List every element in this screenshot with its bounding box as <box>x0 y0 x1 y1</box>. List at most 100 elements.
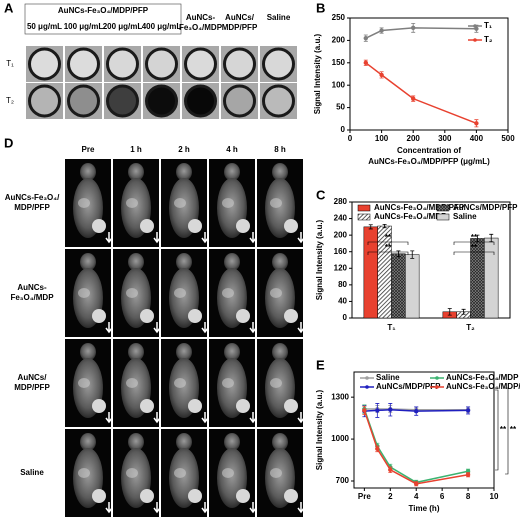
tumor <box>188 309 202 323</box>
data-point <box>363 35 368 41</box>
column-label: 400 μg/mL <box>142 22 182 31</box>
column-label: 2 h <box>178 145 190 154</box>
x-tick-label: 200 <box>407 134 421 143</box>
mouse-head <box>272 253 288 271</box>
mouse-head <box>128 433 144 451</box>
arrow <box>153 412 161 424</box>
tumor <box>140 399 154 413</box>
mri-tube <box>262 47 295 81</box>
mouse-head <box>128 253 144 271</box>
tumor <box>236 489 250 503</box>
error-bar <box>382 223 387 229</box>
data-point <box>379 72 384 78</box>
x-tick-label: 300 <box>438 134 452 143</box>
column-label: Saline <box>267 13 291 22</box>
y-tick-label: 0 <box>341 125 346 134</box>
tumor <box>284 309 298 323</box>
tumor <box>188 399 202 413</box>
mouse-head <box>224 343 240 361</box>
organ <box>174 288 186 298</box>
y-tick-label: 80 <box>338 280 347 289</box>
arrow <box>249 502 257 514</box>
y-tick-label: 160 <box>334 247 348 256</box>
legend-label: Saline <box>376 373 400 382</box>
organ <box>222 468 234 478</box>
arrow <box>297 502 305 514</box>
data-point <box>388 407 393 412</box>
arrow <box>201 232 209 244</box>
mri-tube <box>106 84 139 118</box>
tumor <box>140 219 154 233</box>
group-box <box>24 3 182 35</box>
series-line <box>365 62 477 124</box>
mri-tube <box>28 47 61 81</box>
column-label: 50 μg/mL <box>27 22 62 31</box>
panel-label: A <box>4 0 14 15</box>
bracket <box>367 251 409 255</box>
organ <box>78 378 90 388</box>
y-tick-label: 100 <box>332 80 346 89</box>
organ <box>222 198 234 208</box>
data-point <box>414 408 419 414</box>
column-label: 1 h <box>130 145 142 154</box>
mri-tube <box>106 47 139 81</box>
mouse-head <box>176 163 192 181</box>
bar <box>391 253 406 319</box>
legend-label: T₂ <box>484 35 493 44</box>
panel-label: B <box>316 0 325 15</box>
mouse-head <box>272 163 288 181</box>
y-tick-label: 280 <box>334 197 348 206</box>
x-tick-label: 100 <box>375 134 389 143</box>
error-bar <box>461 308 466 315</box>
y-tick-label: 0 <box>343 313 348 322</box>
bracket <box>453 251 495 255</box>
arrow <box>201 502 209 514</box>
mri-tube <box>262 84 295 118</box>
column-label: Fe₃O₄/MDP <box>179 23 223 32</box>
y-tick-label: 200 <box>332 36 346 45</box>
tumor <box>284 399 298 413</box>
legend-label: T₁ <box>484 21 493 30</box>
legend-label: AuNCs-Fe₃O₄/MDP/PFP <box>374 203 465 212</box>
group-header: AuNCs-Fe₃O₄/MDP/PFP <box>58 6 149 15</box>
x-tick-label: 2 <box>388 492 393 501</box>
mouse-head <box>80 163 96 181</box>
data-point <box>465 472 471 477</box>
y-tick-label: 240 <box>334 214 348 223</box>
bracket <box>495 389 499 471</box>
row-label: Saline <box>20 468 44 477</box>
organ <box>126 198 138 208</box>
arrow <box>153 502 161 514</box>
tumor <box>188 489 202 503</box>
data-point <box>375 408 380 413</box>
y-tick-label: 120 <box>334 263 348 272</box>
x-axis-label: Concentration of <box>397 146 461 155</box>
x-tick-label: 6 <box>440 492 445 501</box>
arrow <box>297 232 305 244</box>
column-label: MDP/PFP <box>222 23 258 32</box>
row-label: AuNCs/ <box>18 373 48 382</box>
bracket <box>367 241 409 245</box>
mri-tube <box>67 84 100 118</box>
legend-label: AuNCs/MDP/PFP <box>376 382 441 391</box>
tumor <box>92 309 106 323</box>
legend-marker <box>435 376 439 380</box>
x-tick-label: 500 <box>501 134 515 143</box>
organ <box>270 198 282 208</box>
arrow <box>105 232 113 244</box>
legend-marker <box>473 24 477 28</box>
error-bar <box>410 250 415 259</box>
legend-label: AuNCs-Fe₃O₄/MDP <box>374 212 447 221</box>
arrow <box>201 322 209 334</box>
significance: ** <box>385 243 392 252</box>
arrow <box>105 502 113 514</box>
data-point <box>465 408 471 413</box>
panel-label: E <box>316 357 325 372</box>
y-axis-label: Signal Intensity (a.u.) <box>313 33 322 114</box>
tumor <box>92 219 106 233</box>
y-tick-label: 150 <box>332 58 346 67</box>
mri-tube <box>28 84 61 118</box>
data-point <box>411 96 416 101</box>
plot-frame <box>351 201 511 319</box>
